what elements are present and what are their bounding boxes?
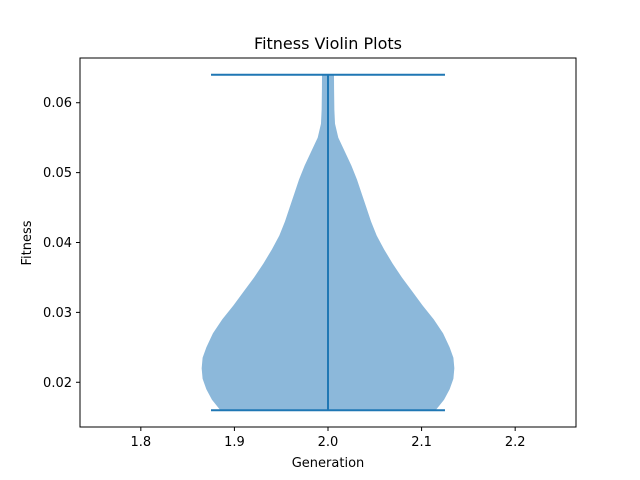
x-tick-label: 2.0 <box>318 435 339 450</box>
y-axis-label: Fitness <box>20 220 35 265</box>
y-tick-label: 0.03 <box>43 306 72 321</box>
y-tick-label: 0.02 <box>43 376 72 391</box>
x-axis-ticks: 1.8 1.9 2.0 2.1 2.2 <box>130 427 526 450</box>
x-tick-label: 2.1 <box>411 435 432 450</box>
x-tick-label: 2.2 <box>505 435 526 450</box>
y-tick-label: 0.04 <box>43 236 72 251</box>
x-axis-label: Generation <box>292 456 365 471</box>
x-tick-label: 1.9 <box>224 435 245 450</box>
x-tick-label: 1.8 <box>130 435 151 450</box>
y-tick-label: 0.05 <box>43 166 72 181</box>
plot-area <box>201 73 455 412</box>
y-axis-ticks: 0.02 0.03 0.04 0.05 0.06 <box>43 96 80 391</box>
chart-title: Fitness Violin Plots <box>254 34 402 53</box>
y-tick-label: 0.06 <box>43 96 72 111</box>
